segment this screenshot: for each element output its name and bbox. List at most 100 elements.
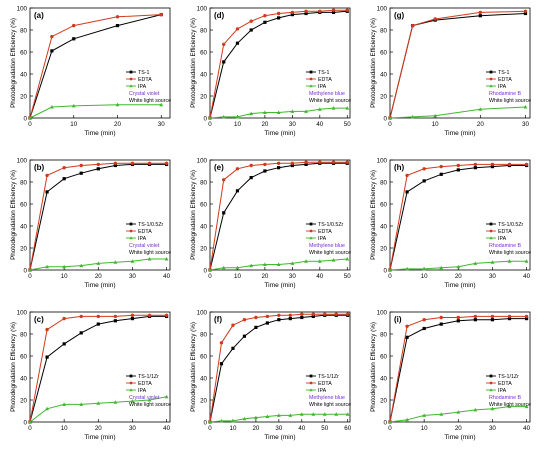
data-point: [490, 314, 495, 319]
data-point: [265, 321, 269, 325]
legend-label: IPA: [318, 388, 327, 394]
x-axis-title: Time (min): [84, 434, 115, 441]
legend-marker: [489, 374, 493, 378]
x-tick-label: 0: [208, 273, 212, 280]
data-point: [490, 318, 495, 322]
legend-label: EDTA: [498, 229, 512, 235]
data-point: [249, 176, 253, 180]
data-point: [79, 402, 84, 406]
data-point: [304, 9, 308, 13]
data-point: [96, 167, 100, 171]
data-point: [422, 266, 427, 271]
data-point: [276, 262, 281, 266]
data-point: [524, 259, 529, 263]
data-point: [96, 401, 101, 405]
plot-frame: [389, 311, 531, 423]
data-point: [130, 313, 135, 317]
y-tick-label: 60: [20, 353, 27, 360]
y-tick-label: 100: [197, 309, 208, 316]
data-point: [222, 211, 226, 215]
x-tick-label: 10: [421, 273, 428, 280]
panel-label: (i): [394, 315, 402, 324]
y-tick-label: 0: [384, 419, 388, 426]
data-point: [334, 312, 338, 316]
data-point: [410, 23, 415, 28]
legend-label: IPA: [138, 388, 147, 394]
x-tick-label: 40: [298, 425, 305, 432]
x-tick-label: 0: [388, 425, 392, 432]
data-point: [96, 261, 101, 265]
legend-marker: [129, 236, 133, 240]
y-axis-title: Photodegradation Efficiency (%): [190, 18, 197, 108]
data-point: [345, 257, 350, 261]
light-source-label: White light source: [129, 98, 171, 104]
y-axis-title: Photodegradation Efficiency (%): [370, 170, 377, 260]
data-point: [439, 315, 443, 320]
legend-marker: [489, 84, 493, 88]
data-point: [249, 263, 254, 268]
x-tick-label: 30: [522, 121, 529, 128]
data-point: [456, 410, 461, 414]
y-tick-label: 80: [380, 179, 387, 186]
data-point: [304, 160, 308, 164]
data-point: [72, 23, 76, 28]
data-point: [311, 412, 316, 416]
data-point: [322, 412, 327, 416]
x-tick-label: 0: [28, 273, 32, 280]
data-point: [235, 114, 240, 119]
light-source-label: White light source: [309, 98, 351, 104]
y-axis-title: Photodegradation Efficiency (%): [10, 170, 17, 260]
data-point: [456, 319, 460, 323]
chart-panel-f: 0 20 40 60 80 100 0 10 20 30 40 50 60 Time (min) Photo…: [190, 309, 352, 441]
y-tick-label: 100: [197, 5, 208, 12]
data-point: [222, 60, 226, 64]
data-point: [263, 262, 267, 266]
data-point: [242, 416, 247, 421]
y-tick-label: 60: [20, 49, 27, 56]
legend-label: TS-1/0.5Zr: [138, 222, 164, 228]
data-point: [345, 106, 350, 110]
data-point: [507, 404, 512, 409]
data-point: [219, 362, 224, 366]
y-tick-label: 20: [20, 397, 27, 404]
dye-label: Rhodamine B: [489, 91, 522, 97]
data-point: [524, 404, 529, 409]
dye-label: Methylene blue: [309, 91, 345, 97]
y-tick-label: 40: [200, 375, 207, 382]
data-point: [164, 394, 169, 399]
data-point: [318, 160, 322, 164]
light-source-label: White light source: [309, 250, 351, 256]
data-point: [388, 268, 392, 272]
data-point: [235, 167, 240, 171]
chart-panel-d: 0 20 40 60 80 100 0 10 20 30 40 50 Time (min) Photode…: [190, 5, 351, 137]
data-point: [254, 415, 258, 420]
x-tick-label: 40: [163, 273, 170, 280]
legend-marker: [489, 381, 493, 385]
data-point: [288, 313, 293, 317]
data-point: [439, 412, 444, 416]
plot-frame: [29, 311, 171, 423]
y-tick-label: 60: [380, 201, 387, 208]
data-point: [221, 265, 226, 270]
x-tick-label: 0: [28, 121, 32, 128]
x-tick-label: 20: [455, 273, 462, 280]
data-point: [299, 412, 304, 416]
data-point: [422, 179, 426, 183]
x-tick-label: 0: [208, 425, 212, 432]
x-tick-label: 30: [489, 273, 496, 280]
data-point: [290, 163, 294, 168]
data-point: [28, 420, 32, 424]
legend-marker: [489, 388, 493, 392]
legend-label: TS-1/1Zr: [318, 374, 339, 380]
data-point: [456, 315, 460, 320]
data-point: [405, 417, 409, 422]
data-point: [79, 331, 83, 335]
y-tick-label: 40: [20, 223, 27, 230]
chart-panel-e: 0 20 40 60 80 100 0 10 20 30 40 50 Time (min) Photode…: [190, 157, 351, 289]
y-tick-label: 100: [197, 157, 208, 164]
x-tick-label: 20: [252, 425, 259, 432]
x-tick-label: 40: [523, 425, 530, 432]
data-point: [254, 325, 258, 329]
dye-label: Rhodamine B: [489, 243, 522, 249]
